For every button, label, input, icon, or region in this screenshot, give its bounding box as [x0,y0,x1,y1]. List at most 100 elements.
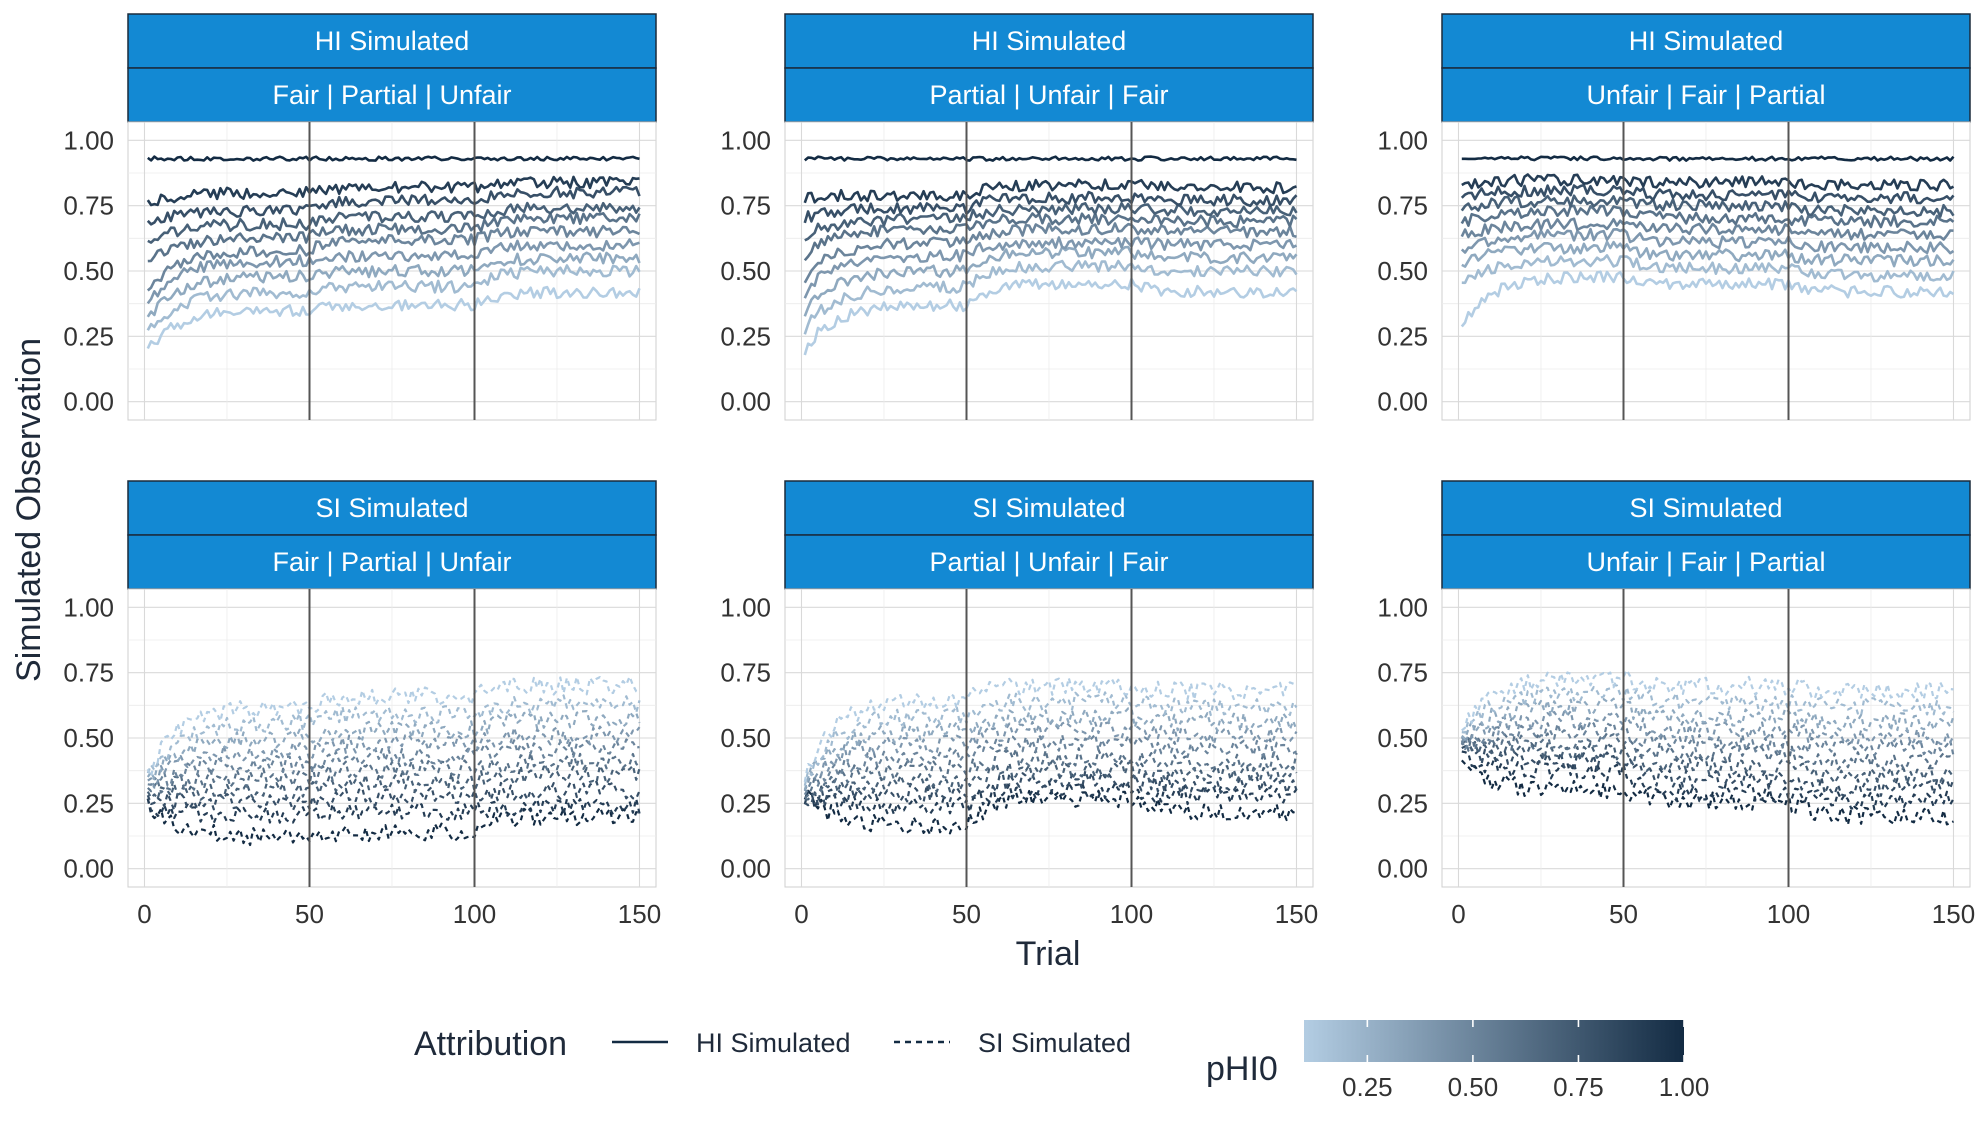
series-line-phi0-0.9 [1461,173,1955,192]
series-line-phi0-0.6 [1460,204,1955,229]
panel-1-2: SI Simulated Unfair | Fair | Partial 0.00 0… [1377,480,1975,929]
gridlines [785,122,1313,420]
y-axis-title: Simulated Observation [10,338,48,682]
y-tick-label: 0.75 [720,658,771,688]
strip-order [1441,67,1971,123]
y-tick-label: 0.75 [1377,658,1428,688]
series-line-phi0-0.2 [146,264,641,331]
x-tick-label: 0 [794,899,808,929]
strip-attribution-label: HI Simulated [972,26,1127,56]
x-tick-label: 100 [1767,899,1810,929]
y-tick-label: 0.50 [720,723,771,753]
series-line-phi0-0.1 [1460,270,1955,328]
series-lines [146,155,641,350]
series-line-phi0-1.0 [1461,155,1955,162]
y-tick-label: 0.25 [63,321,114,351]
strip-order-label: Unfair | Fair | Partial [1586,547,1825,577]
panel-1-0: SI Simulated Fair | Partial | Unfair 0.00 0… [63,480,661,929]
x-tick-label: 50 [952,899,981,929]
strip-attribution [127,480,657,536]
x-tick-label: 150 [618,899,661,929]
series-line-phi0-0.2 [1461,254,1955,285]
strip-order-label: Unfair | Fair | Partial [1586,80,1825,110]
x-tick-label: 0 [137,899,151,929]
y-tick-label: 0.25 [63,788,114,818]
series-line-phi0-0.8 [146,185,641,226]
x-tick-label: 150 [1932,899,1975,929]
strip-order [1441,534,1971,590]
gridlines [1442,589,1970,887]
x-tick-label: 50 [295,899,324,929]
legend-label-si-simulated: SI Simulated [978,1028,1131,1058]
x-tick-label: 50 [1609,899,1638,929]
y-tick-label: 1.00 [1377,125,1428,155]
series-line-phi0-0.4 [146,238,640,305]
strip-attribution [1441,480,1971,536]
colorbar [1304,1020,1684,1062]
y-tick-label: 1.00 [1377,592,1428,622]
legend-title-phi0: pHI0 [1206,1050,1278,1088]
y-tick-label: 0.00 [63,854,114,884]
series-line-phi0-1.0 [146,798,640,847]
series-line-phi0-0.5 [1460,720,1955,757]
y-tick-label: 1.00 [720,592,771,622]
series-line-phi0-0.3 [146,709,641,781]
series-line-phi0-0.8 [804,769,1298,807]
colorbar-ticks: 0.25 0.50 0.75 1.00 [1342,1020,1709,1102]
y-tick-label: 1.00 [63,592,114,622]
series-line-phi0-0.9 [146,797,641,825]
strip-attribution [784,13,1314,69]
series-lines [146,675,641,847]
series-lines [803,676,1298,836]
series-line-phi0-0.6 [147,211,641,263]
series-line-phi0-0.3 [1461,240,1955,268]
legend: Attribution HI Simulated SI Simulated pH… [414,1020,1709,1102]
series-line-phi0-0.5 [803,733,1298,796]
series-line-phi0-0.6 [803,212,1298,262]
series-line-phi0-0.4 [1460,710,1955,746]
strip-order-label: Fair | Partial | Unfair [272,80,511,110]
series-line-phi0-0.7 [804,201,1298,242]
series-line-phi0-0.1 [146,285,641,350]
strip-attribution-label: SI Simulated [1629,493,1782,523]
legend-title-attribution: Attribution [414,1025,567,1063]
series-line-phi0-0.4 [803,236,1298,299]
series-lines [803,155,1298,356]
x-tick-label: 100 [453,899,496,929]
series-lines [1460,669,1955,826]
y-tick-label: 0.00 [720,854,771,884]
strip-order [127,67,657,123]
series-line-phi0-0.1 [1461,669,1954,732]
series-lines [1460,155,1955,328]
series-line-phi0-0.2 [146,694,641,774]
series-line-phi0-0.7 [146,764,641,801]
series-line-phi0-1.0 [803,155,1297,162]
series-line-phi0-0.7 [1460,194,1955,218]
series-line-phi0-0.2 [803,691,1298,787]
y-tick-label: 0.00 [720,387,771,417]
x-tick-label: 100 [1110,899,1153,929]
series-line-phi0-0.7 [1460,737,1955,785]
y-tick-label: 0.50 [63,256,114,286]
y-tick-label: 0.00 [1377,854,1428,884]
y-tick-label: 0.75 [720,191,771,221]
series-line-phi0-0.2 [1461,684,1955,734]
panel-1-1: SI Simulated Partial | Unfair | Fair 0.00 0… [720,480,1318,929]
gridlines [1442,122,1970,420]
y-tick-label: 0.75 [63,191,114,221]
series-line-phi0-0.8 [1460,183,1955,205]
series-line-phi0-0.2 [803,259,1298,335]
series-line-phi0-0.3 [803,245,1298,317]
legend-label-hi-simulated: HI Simulated [696,1028,851,1058]
series-line-phi0-1.0 [1460,759,1955,826]
x-tick-label: 150 [1275,899,1318,929]
series-line-phi0-0.5 [146,224,641,292]
series-line-phi0-0.3 [803,707,1298,790]
y-tick-label: 1.00 [720,125,771,155]
series-line-phi0-0.9 [803,780,1298,816]
series-line-phi0-0.3 [146,251,641,318]
strip-attribution-label: HI Simulated [315,26,470,56]
series-line-phi0-0.9 [803,178,1297,204]
colorbar-tick-label: 0.50 [1448,1072,1499,1102]
